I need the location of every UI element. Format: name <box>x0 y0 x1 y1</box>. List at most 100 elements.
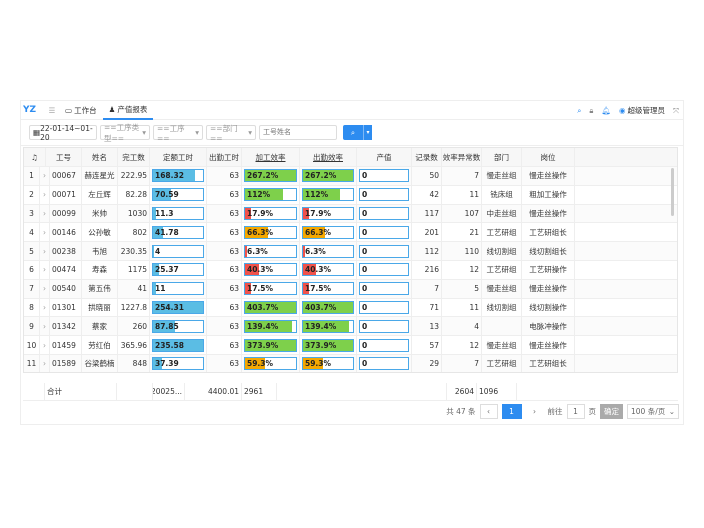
position: 线切割组长 <box>522 242 575 260</box>
vertical-scrollbar[interactable] <box>671 168 674 216</box>
expand-chevron-icon[interactable]: › <box>40 223 50 242</box>
column-header[interactable]: 加工效率 <box>242 148 300 166</box>
table-row[interactable]: 2 › 00071 左丘辉 82.28 70.59 63 112% 112% 0 42 11 铣床组 粗加… <box>24 185 677 205</box>
bar-value: 59.3% <box>305 359 332 369</box>
avatar[interactable]: ◉ <box>618 106 626 115</box>
done-count: 1175 <box>118 260 150 279</box>
expand-chevron-icon[interactable]: › <box>40 354 50 372</box>
expand-chevron-icon[interactable]: › <box>40 336 50 354</box>
table-row[interactable]: 3 › 00099 米帅 1030 11.3 63 17.9% 17.9% 0 117 107 中走丝组… <box>24 204 677 224</box>
bar-value: 11.3 <box>155 208 174 218</box>
row-index: 2 <box>24 185 40 204</box>
next-page-button[interactable]: › <box>533 406 536 416</box>
prev-page-button[interactable]: ‹ <box>479 403 498 419</box>
column-header[interactable]: 产值 <box>357 148 412 166</box>
attendance-efficiency-cell: 373.9% <box>300 336 357 354</box>
table-row[interactable]: 9 › 01342 蔡家 260 87.85 63 139.4% 139.4% 0 13 4 电脉冲操作 <box>24 317 677 337</box>
process-efficiency-cell: 59.3% <box>242 354 300 372</box>
page-1-button[interactable]: 1 <box>501 403 522 419</box>
column-header[interactable]: 出勤工时 <box>207 148 242 166</box>
expand-chevron-icon[interactable]: › <box>40 167 50 185</box>
process-efficiency-cell: 17.9% <box>242 204 300 223</box>
menu-icon[interactable]: ☰ <box>48 105 56 115</box>
row-index: 8 <box>24 298 40 317</box>
table-row[interactable]: 1 › 00067 赫连星光 222.95 168.32 63 267.2% 267.2% 0 50… <box>24 167 677 186</box>
chevron-down-icon: ⌄ <box>668 406 675 416</box>
monitor-icon: ▭ <box>65 105 73 115</box>
quota-hours-cell: 235.58 <box>150 336 207 354</box>
table-row[interactable]: 4 › 00146 公孙敏 802 41.78 63 66.3% 66.3% 0 201 21 工艺研组… <box>24 223 677 243</box>
tab-workbench[interactable]: ▭ 工作台 <box>65 105 97 115</box>
quota-hours-cell: 11.3 <box>150 204 207 223</box>
employee-name: 劳红伯 <box>82 336 118 354</box>
table-row[interactable]: 5 › 00238 韦旭 230.35 4 63 6.3% 6.3% 0 112 110 线切割组 线切割… <box>24 242 677 261</box>
output-value-bar: 0 <box>359 263 409 277</box>
dept-select[interactable]: ==部门== ▾ <box>206 124 256 143</box>
attendance-efficiency-cell: 40.3% <box>300 260 357 279</box>
quota-hours-cell: 11 <box>150 279 207 298</box>
abnormal-count: 7 <box>442 167 482 185</box>
quota-hours-cell: 254.31 <box>150 298 207 317</box>
process-efficiency-bar: 40.3% <box>244 263 297 277</box>
total-quota: 4400.01 <box>185 383 242 400</box>
output-value-cell: 0 <box>357 242 412 260</box>
tab-output-report[interactable]: ♟ 产值报表 <box>102 101 154 120</box>
employee-id: 00238 <box>50 242 82 260</box>
total-records: 2604 <box>447 383 477 400</box>
employee-id: 00099 <box>50 204 82 223</box>
expand-chevron-icon[interactable]: › <box>40 260 50 279</box>
process-type-select[interactable]: ==工序类型== ▾ <box>100 123 150 143</box>
bar-fill <box>245 170 296 182</box>
table-row[interactable]: 6 › 00474 寿森 1175 25.37 63 40.3% 40.3% 0 216 12 工艺研组… <box>24 260 677 280</box>
user-name[interactable]: 超级管理员 <box>627 106 666 115</box>
fullscreen-icon[interactable]: ⤧ <box>673 105 679 115</box>
column-header[interactable]: 效率异常数 <box>442 148 482 166</box>
column-header[interactable]: 部门 <box>482 148 522 166</box>
search-dropdown-button[interactable]: ▾ <box>363 125 372 140</box>
quota-hours-cell: 37.39 <box>150 354 207 372</box>
done-count: 1030 <box>118 204 150 223</box>
bar-fill <box>245 339 296 351</box>
search-icon: ⌕ <box>350 127 356 137</box>
goto-page-input[interactable]: 1 <box>566 403 585 419</box>
attendance-efficiency-cell: 66.3% <box>300 223 357 242</box>
attendance-efficiency-bar: 66.3% <box>302 225 354 239</box>
process-select[interactable]: ==工序== ▾ <box>153 124 203 143</box>
search-icon[interactable]: ⌕ <box>577 105 582 115</box>
expand-chevron-icon[interactable]: › <box>40 279 50 298</box>
page-size-select[interactable]: 100 条/页 ⌄ <box>627 403 679 419</box>
attendance-hours: 63 <box>207 185 242 204</box>
expand-chevron-icon[interactable]: › <box>40 317 50 336</box>
column-header[interactable]: 姓名 <box>82 148 118 166</box>
date-range-picker[interactable]: ▦ 22-01-14~01-20 <box>29 124 97 142</box>
column-header[interactable]: 定额工时 <box>150 148 207 166</box>
column-header[interactable]: 工号 <box>46 148 82 166</box>
row-index: 1 <box>24 167 40 185</box>
expand-chevron-icon[interactable]: › <box>40 298 50 317</box>
column-settings-icon[interactable]: ♫ <box>24 148 46 166</box>
expand-chevron-icon[interactable]: › <box>40 204 50 223</box>
department: 线切割组 <box>482 242 522 260</box>
bar-value: 373.9% <box>247 340 279 350</box>
confirm-button[interactable]: 确定 <box>600 403 623 419</box>
employee-search-input[interactable] <box>259 125 337 140</box>
expand-chevron-icon[interactable]: › <box>40 185 50 204</box>
expand-chevron-icon[interactable]: › <box>40 242 50 260</box>
column-header[interactable]: 岗位 <box>522 148 575 166</box>
search-button[interactable]: ⌕ <box>343 125 363 140</box>
lock-icon[interactable]: 🔒︎ <box>589 105 594 115</box>
process-efficiency-cell: 403.7% <box>242 298 300 317</box>
table-row[interactable]: 8 › 01301 拱晓丽 1227.8 254.31 63 403.7% 403.7% 0 71 1… <box>24 298 677 318</box>
bell-icon[interactable]: 🔔︎ <box>601 106 611 115</box>
column-header[interactable]: 记录数 <box>412 148 442 166</box>
table-row[interactable]: 10 › 01459 劳红伯 365.96 235.58 63 373.9% 373.9% 0 57… <box>24 336 677 355</box>
column-header[interactable]: 完工数 <box>118 148 150 166</box>
process-efficiency-cell: 40.3% <box>242 260 300 279</box>
column-header[interactable]: 出勤效率 <box>300 148 357 166</box>
abnormal-count: 4 <box>442 317 482 336</box>
attendance-hours: 63 <box>207 336 242 354</box>
table-row[interactable]: 7 › 00540 第五伟 41 11 63 17.5% 17.5% 0 7 5 慢走丝组 慢走丝操作 <box>24 279 677 299</box>
department: 慢走丝组 <box>482 167 522 185</box>
table-row[interactable]: 11 › 01589 谷梁鹤楠 848 37.39 63 59.3% 59.3% 0 29 7 工艺研组… <box>24 354 677 372</box>
bar-fill <box>245 245 248 257</box>
